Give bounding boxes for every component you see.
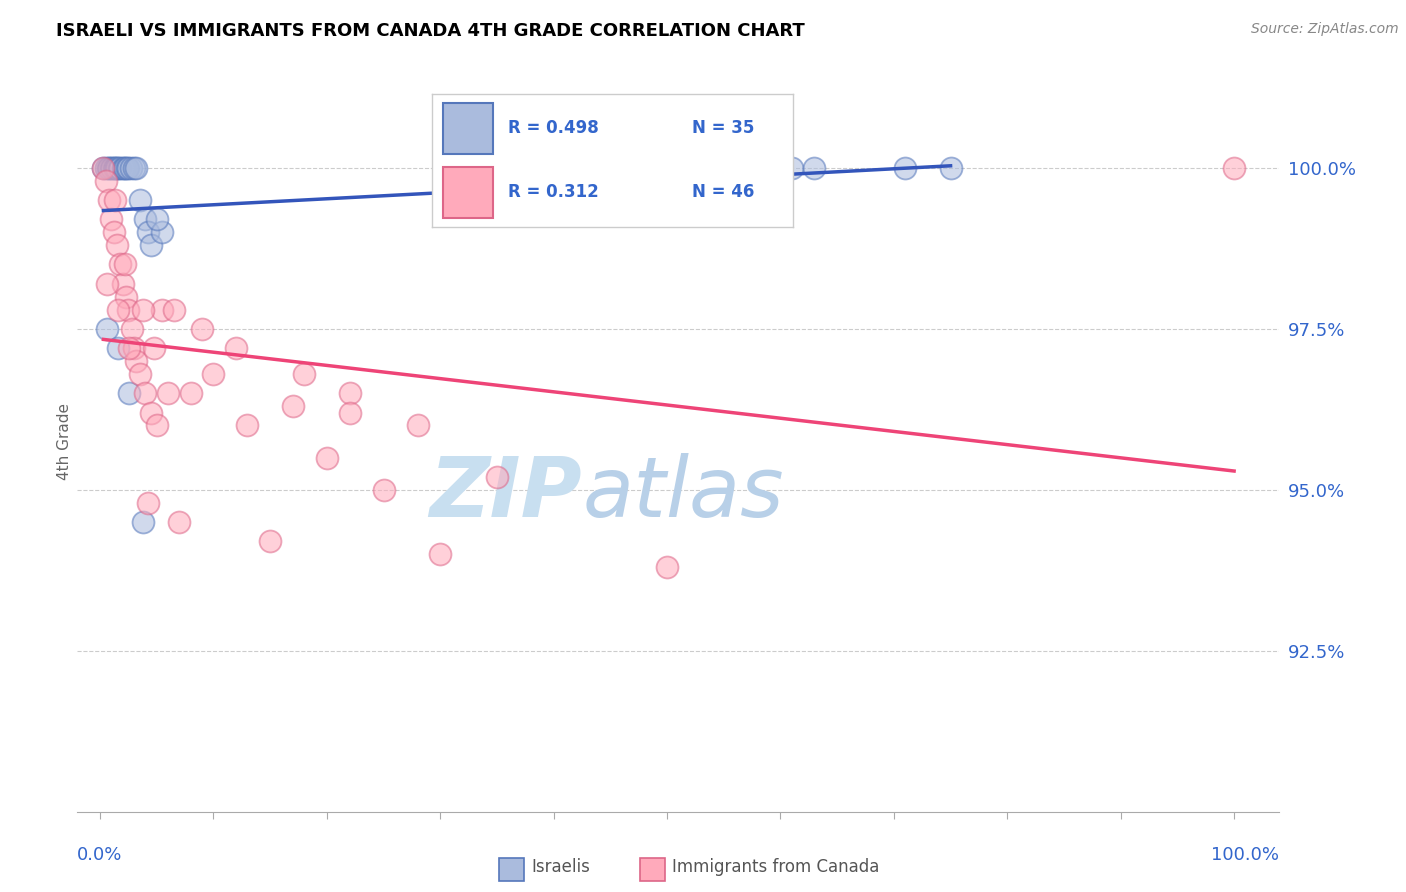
Point	[894, 161, 917, 175]
Point	[292, 367, 315, 381]
Point	[150, 225, 173, 239]
Point	[112, 161, 135, 175]
Point	[315, 450, 337, 465]
Point	[163, 302, 186, 317]
Point	[94, 174, 117, 188]
Point	[136, 225, 159, 239]
Point	[100, 161, 122, 175]
Point	[98, 193, 121, 207]
Point	[115, 161, 138, 175]
Point	[128, 193, 150, 207]
Point	[110, 161, 132, 175]
Point	[111, 277, 134, 291]
Text: atlas: atlas	[582, 453, 785, 534]
Point	[118, 386, 141, 401]
Point	[125, 354, 148, 368]
Point	[136, 496, 159, 510]
Point	[107, 341, 129, 355]
Point	[281, 399, 304, 413]
Text: ZIP: ZIP	[430, 453, 582, 534]
Point	[107, 302, 129, 317]
Point	[143, 341, 166, 355]
Point	[105, 161, 128, 175]
Point	[104, 161, 127, 175]
Point	[101, 161, 124, 175]
Point	[125, 161, 148, 175]
Point	[169, 515, 191, 529]
Point	[93, 161, 115, 175]
Point	[114, 258, 136, 272]
Point	[118, 341, 141, 355]
Point	[132, 302, 155, 317]
Point	[339, 386, 361, 401]
Point	[104, 193, 127, 207]
Point	[735, 161, 758, 175]
Point	[1223, 161, 1246, 175]
Point	[259, 534, 281, 549]
Point	[406, 418, 429, 433]
Point	[132, 515, 155, 529]
Point	[97, 161, 120, 175]
Point	[236, 418, 259, 433]
Point	[96, 277, 118, 291]
Point	[128, 367, 150, 381]
Text: 100.0%: 100.0%	[1212, 846, 1279, 863]
Point	[202, 367, 225, 381]
Text: ISRAELI VS IMMIGRANTS FROM CANADA 4TH GRADE CORRELATION CHART: ISRAELI VS IMMIGRANTS FROM CANADA 4TH GR…	[56, 22, 806, 40]
Point	[122, 341, 145, 355]
Point	[485, 470, 508, 484]
Point	[108, 161, 131, 175]
Text: Source: ZipAtlas.com: Source: ZipAtlas.com	[1251, 22, 1399, 37]
Point	[150, 302, 173, 317]
Point	[94, 161, 117, 175]
Point	[111, 161, 134, 175]
Point	[115, 290, 138, 304]
Point	[145, 212, 167, 227]
Point	[134, 386, 156, 401]
Point	[780, 161, 803, 175]
Point	[429, 547, 451, 561]
Point	[93, 161, 115, 175]
Point	[117, 302, 139, 317]
Point	[105, 238, 128, 252]
Point	[139, 238, 162, 252]
Point	[100, 212, 122, 227]
Point	[655, 560, 678, 574]
Point	[157, 386, 180, 401]
Text: 0.0%: 0.0%	[77, 846, 122, 863]
Point	[191, 322, 214, 336]
Point	[134, 212, 156, 227]
Point	[103, 225, 125, 239]
Point	[803, 161, 825, 175]
Point	[104, 161, 127, 175]
Point	[114, 161, 136, 175]
Point	[180, 386, 202, 401]
Point	[139, 406, 162, 420]
Point	[96, 322, 118, 336]
Point	[117, 161, 139, 175]
Point	[120, 161, 142, 175]
Point	[121, 322, 143, 336]
Point	[103, 161, 125, 175]
Point	[145, 418, 167, 433]
Y-axis label: 4th Grade: 4th Grade	[56, 403, 72, 480]
Point	[122, 161, 145, 175]
Point	[339, 406, 361, 420]
Text: Immigrants from Canada: Immigrants from Canada	[672, 858, 879, 876]
Point	[225, 341, 247, 355]
Point	[110, 258, 132, 272]
Text: Israelis: Israelis	[531, 858, 591, 876]
Point	[939, 161, 962, 175]
Point	[373, 483, 395, 497]
Point	[98, 161, 121, 175]
